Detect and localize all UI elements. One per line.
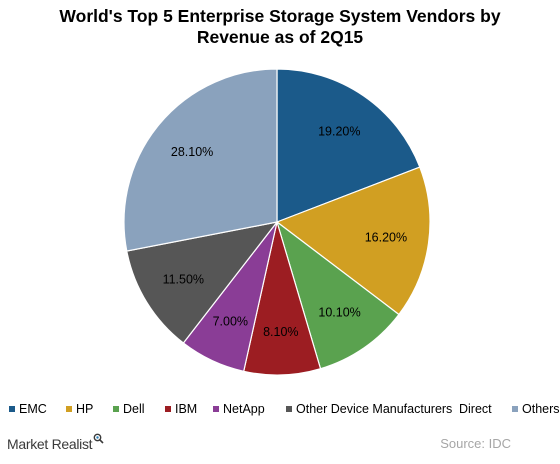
- legend-label-dell: Dell: [123, 402, 145, 416]
- pie-label-emc: 19.20%: [318, 124, 360, 138]
- legend-label-direct: Direct: [459, 402, 492, 416]
- legend-item-other-device-manufacturers: Other Device Manufacturers: [286, 401, 452, 417]
- legend-label-netapp: NetApp: [223, 402, 265, 416]
- legend-item-netapp: NetApp: [213, 401, 265, 417]
- legend-item-hp: HP: [66, 401, 93, 417]
- magnifier-icon: [93, 433, 104, 444]
- legend-swatch-ibm: [165, 406, 171, 412]
- legend-label-hp: HP: [76, 402, 94, 416]
- pie-label-dell: 10.10%: [318, 306, 360, 320]
- pie-label-others: 28.10%: [171, 145, 213, 159]
- pie-label-netapp: 7.00%: [213, 315, 248, 329]
- pie-slice-emc: [276, 68, 421, 223]
- pie-label-other-device-manufacturers: 11.50%: [163, 273, 204, 287]
- legend-item-dell: Dell: [113, 401, 145, 417]
- legend: EMC HP Dell IBM NetApp Other Device Manufactu…: [0, 401, 560, 417]
- legend-swatch-netapp: [213, 406, 219, 412]
- chart-title-line-2: Revenue as of 2Q15: [196, 27, 364, 47]
- pie-label-ibm: 8.10%: [263, 325, 298, 339]
- legend-label-other-device-manufacturers: Other Device Manufacturers: [296, 402, 453, 416]
- pie-slice-other-device-manufacturers: [126, 221, 279, 344]
- pie-label-hp: 16.20%: [365, 231, 407, 245]
- brand-logo: Market Realist: [7, 433, 104, 452]
- legend-swatch-hp: [66, 406, 72, 412]
- legend-label-emc: EMC: [19, 402, 47, 416]
- chart-title: World's Top 5 Enterprise Storage System …: [0, 6, 560, 48]
- chart-title-line-1: World's Top 5 Enterprise Storage System …: [59, 6, 501, 26]
- pie-slice-others: [123, 68, 278, 252]
- legend-swatch-emc: [9, 406, 15, 412]
- brand-name: Market Realist: [7, 436, 93, 452]
- legend-item-direct: Direct: [459, 401, 492, 417]
- legend-label-ibm: IBM: [175, 402, 198, 416]
- legend-swatch-dell: [113, 406, 119, 412]
- legend-swatch-other-device-manufacturers: [286, 406, 292, 412]
- pie-chart: 19.20% 16.20% 10.10% 8.10% 7.00% 11.50% 28.10%: [123, 68, 431, 376]
- legend-item-ibm: IBM: [165, 401, 197, 417]
- source-note: Source: IDC: [440, 436, 511, 451]
- legend-label-others: Others: [522, 402, 560, 416]
- legend-item-emc: EMC: [9, 401, 47, 417]
- legend-item-others: Others: [512, 401, 560, 417]
- pie-slice-hp: [275, 166, 431, 316]
- pie-slice-dell: [275, 220, 400, 370]
- legend-swatch-others: [512, 406, 518, 412]
